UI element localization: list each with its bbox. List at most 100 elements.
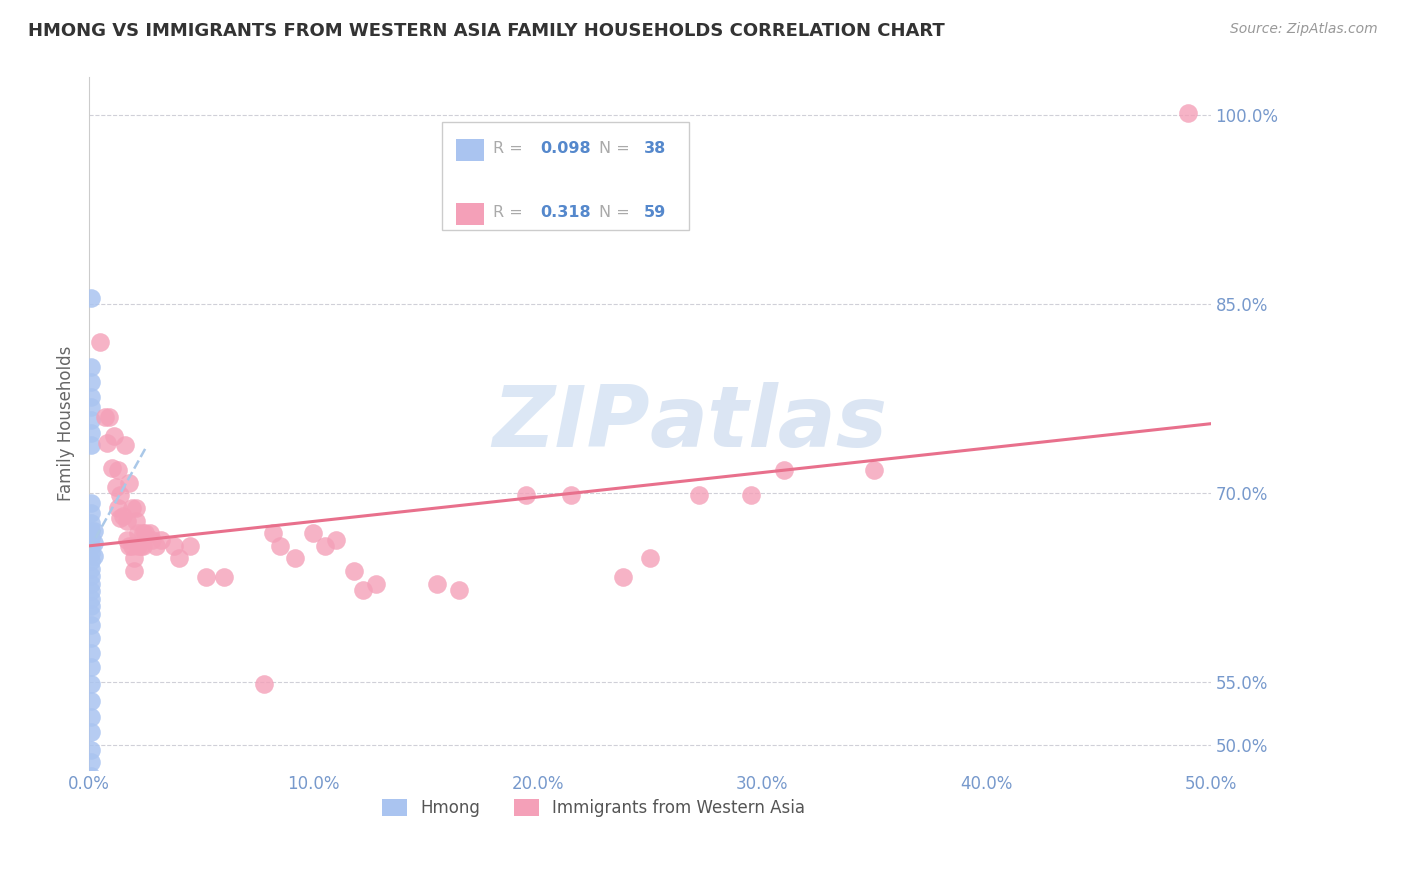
Point [111,508,134,523]
Point [688,488,710,502]
Point [127,526,149,541]
Point [115,514,138,528]
Point [80,554,103,568]
Point [212,570,235,584]
Point [80,725,103,739]
Point [366,576,388,591]
Point [80,506,103,520]
Point [80,539,103,553]
Text: N =: N = [599,141,636,156]
Point [98,410,121,425]
Point [114,438,136,452]
Point [253,677,276,691]
Point [122,564,145,578]
Point [110,488,132,502]
Text: R =: R = [494,205,527,220]
Point [80,769,103,783]
Point [262,526,284,541]
Point [89,334,111,349]
Point [80,359,103,374]
Point [80,516,103,531]
Point [138,526,160,541]
Point [80,659,103,673]
FancyBboxPatch shape [456,139,484,161]
Text: atlas: atlas [650,382,889,466]
Point [80,599,103,614]
Point [80,584,103,599]
Text: 59: 59 [644,205,666,220]
Text: ZIP: ZIP [492,382,650,466]
Point [80,569,103,583]
Point [80,524,103,538]
Point [94,410,117,425]
Point [80,591,103,606]
Point [863,463,886,477]
Point [96,435,118,450]
Point [80,743,103,757]
Point [194,570,217,584]
Point [125,501,148,516]
Text: Source: ZipAtlas.com: Source: ZipAtlas.com [1230,22,1378,37]
Point [121,501,143,516]
Point [426,576,449,591]
Point [179,539,201,553]
Point [145,539,167,553]
Point [83,536,105,550]
Point [80,781,103,796]
Point [80,375,103,389]
Point [343,564,366,578]
Point [118,539,141,553]
Point [269,539,291,553]
Point [127,539,149,553]
Point [80,291,103,305]
Point [141,533,163,547]
Point [560,488,582,502]
Text: 0.318: 0.318 [540,205,591,220]
Point [80,694,103,708]
Point [80,425,103,440]
Text: N =: N = [599,205,636,220]
Text: HMONG VS IMMIGRANTS FROM WESTERN ASIA FAMILY HOUSEHOLDS CORRELATION CHART: HMONG VS IMMIGRANTS FROM WESTERN ASIA FA… [28,22,945,40]
Point [80,561,103,575]
Point [121,539,143,553]
Point [352,582,374,597]
Point [80,413,103,427]
Point [83,549,105,563]
Point [80,756,103,770]
Point [104,480,127,494]
Point [118,475,141,490]
Point [80,646,103,660]
Point [129,539,152,553]
Point [122,551,145,566]
Point [132,539,155,553]
Point [80,438,103,452]
Point [80,546,103,560]
FancyBboxPatch shape [456,202,484,225]
Point [740,488,762,502]
Point [80,607,103,621]
Point [100,460,122,475]
Point [80,576,103,591]
Text: R =: R = [494,141,527,156]
Point [80,677,103,691]
Point [80,631,103,645]
Text: 0.098: 0.098 [540,141,591,156]
Point [163,539,186,553]
Point [167,551,190,566]
Point [134,526,156,541]
Point [80,531,103,545]
Point [107,501,129,516]
Y-axis label: Family Households: Family Households [58,346,75,501]
Point [80,390,103,404]
Point [80,710,103,724]
Point [638,551,661,566]
Point [115,533,138,547]
Point [515,488,537,502]
Point [80,618,103,632]
Point [80,496,103,510]
Point [284,551,307,566]
Legend: Hmong, Immigrants from Western Asia: Hmong, Immigrants from Western Asia [375,792,811,824]
Point [314,539,336,553]
Point [325,533,347,547]
Point [1177,105,1199,120]
